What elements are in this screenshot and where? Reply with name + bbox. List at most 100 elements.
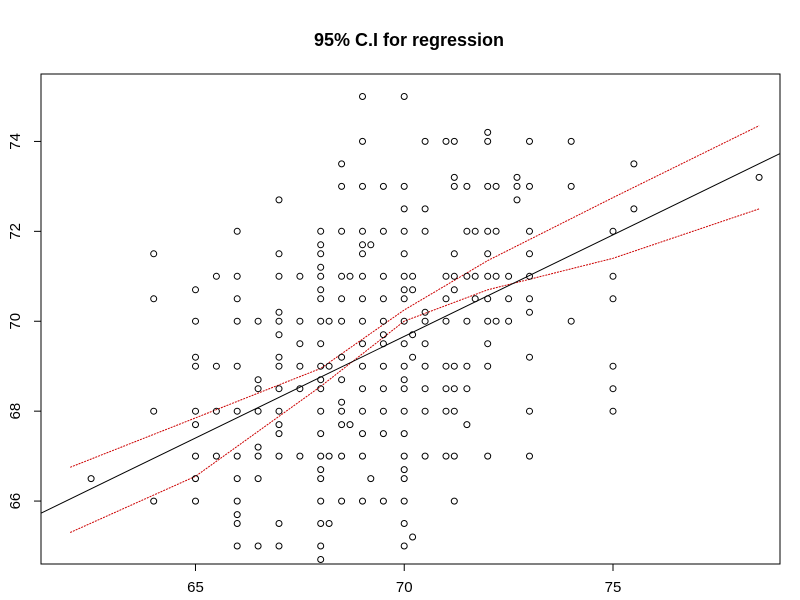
- data-point: [400, 407, 408, 415]
- data-point: [192, 475, 199, 483]
- data-point: [317, 317, 325, 325]
- data-point: [338, 376, 346, 384]
- data-point: [471, 227, 479, 235]
- data-point: [359, 241, 366, 249]
- data-point: [317, 542, 325, 550]
- data-point: [233, 272, 241, 280]
- data-point: [359, 407, 366, 415]
- data-point: [567, 137, 575, 145]
- data-point: [275, 430, 283, 438]
- data-point: [484, 250, 492, 258]
- data-point: [463, 385, 471, 393]
- y-tick-label: 74: [7, 133, 24, 150]
- data-point: [484, 128, 492, 136]
- data-point: [254, 376, 262, 384]
- data-point: [150, 407, 158, 415]
- data-point: [254, 452, 262, 460]
- data-point: [359, 497, 366, 505]
- data-point: [317, 376, 325, 384]
- data-point: [484, 340, 492, 348]
- data-point: [484, 182, 492, 190]
- data-point: [526, 182, 533, 190]
- data-point: [317, 385, 325, 393]
- data-point: [359, 385, 366, 393]
- data-point: [317, 520, 325, 527]
- data-point: [484, 137, 492, 145]
- data-point: [346, 272, 354, 280]
- data-point: [275, 385, 283, 393]
- data-point: [338, 182, 346, 190]
- data-point: [450, 497, 458, 505]
- data-point: [379, 272, 387, 280]
- data-point: [338, 497, 346, 505]
- data-point: [400, 520, 408, 527]
- data-point: [275, 362, 283, 370]
- data-point: [442, 385, 450, 393]
- data-point: [442, 317, 450, 325]
- x-tick-label: 75: [605, 579, 622, 596]
- data-point: [442, 295, 450, 303]
- data-point: [275, 308, 283, 316]
- data-point: [492, 182, 500, 190]
- data-point: [338, 421, 346, 429]
- data-point: [442, 137, 450, 145]
- data-point: [471, 272, 479, 280]
- data-point: [409, 353, 417, 361]
- data-point: [275, 272, 283, 280]
- y-axis: 66 68 70 72 74: [7, 133, 42, 509]
- data-point: [275, 317, 283, 325]
- data-point: [450, 385, 458, 393]
- data-point: [192, 353, 199, 361]
- data-point: [463, 421, 471, 429]
- data-point: [254, 443, 262, 451]
- data-point: [367, 475, 375, 483]
- data-point: [526, 308, 533, 316]
- data-point: [526, 353, 533, 361]
- data-point: [484, 227, 492, 235]
- data-point: [275, 250, 283, 258]
- data-point: [421, 308, 429, 316]
- ci-lower-line: [69, 208, 760, 533]
- data-point: [379, 407, 387, 415]
- chart-title: 95% C.I for regression: [314, 30, 504, 50]
- data-point: [379, 340, 387, 348]
- data-point: [400, 340, 408, 348]
- data-point: [379, 430, 387, 438]
- data-point: [325, 362, 333, 370]
- data-point: [400, 497, 408, 505]
- data-point: [471, 295, 479, 303]
- data-point: [513, 173, 521, 181]
- data-point: [450, 137, 458, 145]
- data-point: [275, 542, 283, 550]
- data-point: [526, 137, 533, 145]
- data-point: [400, 272, 408, 280]
- data-point: [421, 362, 429, 370]
- data-point: [359, 340, 366, 348]
- y-tick-label: 70: [7, 313, 24, 330]
- data-point: [346, 421, 354, 429]
- data-point: [421, 205, 429, 213]
- data-point: [450, 173, 458, 181]
- data-point: [317, 250, 325, 258]
- data-point: [526, 227, 533, 235]
- data-point: [317, 272, 325, 280]
- data-point: [317, 407, 325, 415]
- data-point: [233, 295, 241, 303]
- data-point: [192, 407, 199, 415]
- data-point: [317, 430, 325, 438]
- data-point: [192, 286, 199, 294]
- data-point: [609, 362, 617, 370]
- data-point: [492, 317, 500, 325]
- data-point: [192, 452, 199, 460]
- data-point: [492, 272, 500, 280]
- data-point: [338, 353, 346, 361]
- data-point: [484, 295, 492, 303]
- data-point: [409, 286, 417, 294]
- data-point: [400, 430, 408, 438]
- data-point: [275, 421, 283, 429]
- data-point: [338, 407, 346, 415]
- data-point: [567, 182, 575, 190]
- data-point: [400, 452, 408, 460]
- data-point: [338, 272, 346, 280]
- data-point: [87, 475, 95, 483]
